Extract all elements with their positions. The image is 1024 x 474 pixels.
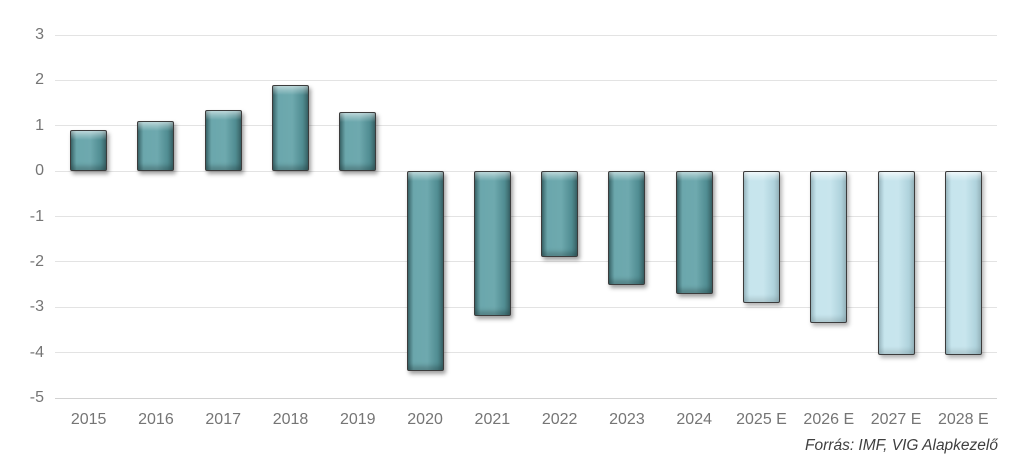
- bar-2023: [608, 171, 646, 285]
- gridline-y--4: [55, 352, 997, 354]
- bar-2016: [137, 121, 175, 172]
- x-tick-label-2025-e: 2025 E: [736, 411, 787, 428]
- bar-2019: [339, 112, 377, 172]
- x-tick-label-2018: 2018: [272, 411, 309, 428]
- y-tick-label--3: -3: [29, 298, 44, 316]
- gridline-y--5: [55, 397, 997, 399]
- gridline-y--1: [55, 216, 997, 217]
- y-tick-label--5: -5: [29, 389, 44, 406]
- gridline-y-0: [55, 170, 997, 172]
- bar-2028-e: [944, 171, 982, 355]
- x-tick-label-2023: 2023: [609, 411, 645, 428]
- x-tick-label-2016: 2016: [138, 411, 174, 428]
- y-tick-label--2: -2: [29, 252, 44, 270]
- x-tick-label-2024: 2024: [676, 411, 712, 428]
- x-tick-label-2020: 2020: [407, 411, 443, 428]
- x-tick-label-2017: 2017: [205, 411, 241, 428]
- bar-2022: [541, 171, 579, 258]
- source-note: Forrás: IMF, VIG Alapkezelő: [805, 437, 998, 454]
- x-tick-label-2015: 2015: [70, 411, 107, 428]
- bar-2026-e: [810, 171, 848, 324]
- gridline-y-2: [55, 79, 997, 81]
- gridline-y-1: [55, 125, 997, 127]
- x-tick-label-2022: 2022: [541, 411, 578, 428]
- x-tick-label-2026-e: 2026 E: [803, 411, 855, 428]
- bar-2027-e: [877, 171, 915, 355]
- x-tick-label-2027-e: 2027 E: [870, 411, 922, 428]
- gridline-y--2: [55, 261, 997, 263]
- gridline-y--3: [55, 306, 997, 308]
- y-tick-label--4: -4: [29, 343, 44, 361]
- x-tick-label-2021: 2021: [474, 411, 511, 428]
- bar-2025-e: [743, 171, 780, 303]
- x-tick-label-2019: 2019: [339, 411, 376, 428]
- y-tick-label--1: -1: [29, 207, 44, 225]
- bar-2017: [204, 109, 242, 172]
- x-tick-label-2028-e: 2028 E: [937, 411, 989, 428]
- bar-2018: [272, 84, 309, 172]
- y-tick-label-1: 1: [35, 116, 44, 134]
- y-tick-label-0: 0: [35, 162, 44, 180]
- bar-2020: [406, 171, 444, 371]
- gridline-y-3: [55, 34, 997, 36]
- bar-2021: [473, 171, 511, 317]
- bar-2015: [70, 130, 108, 172]
- y-tick-label-3: 3: [35, 26, 44, 43]
- y-tick-label-2: 2: [35, 71, 44, 89]
- bar-2024: [675, 171, 713, 294]
